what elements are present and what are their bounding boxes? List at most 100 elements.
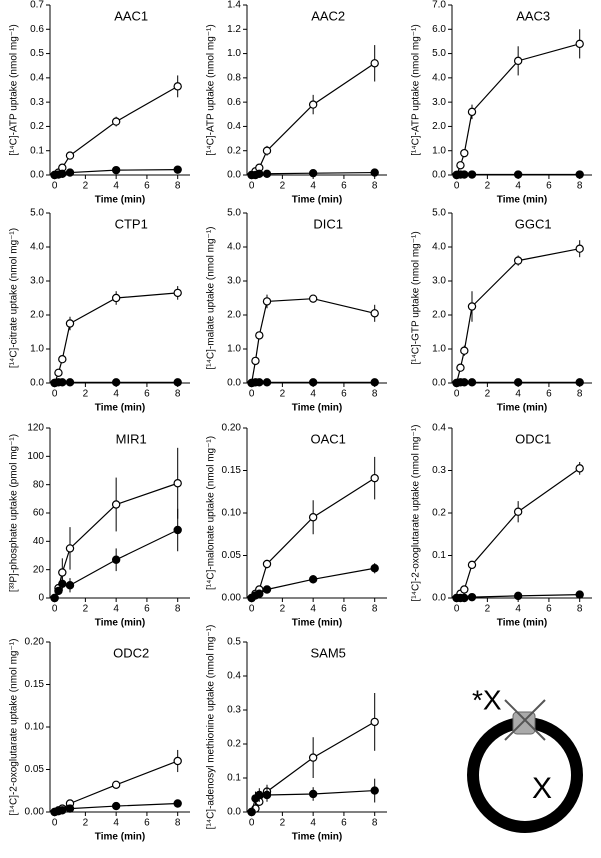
x-tick-label: 6	[341, 389, 347, 400]
y-tick-label: 2.0	[432, 121, 446, 132]
x-axis-label: Time (min)	[95, 832, 145, 843]
data-point	[66, 169, 73, 176]
data-point	[59, 580, 66, 587]
y-tick-label: 0.05	[222, 550, 242, 561]
y-tick-label: 0.1	[30, 145, 44, 156]
y-tick-label: 3.0	[30, 276, 44, 287]
x-tick-label: 6	[546, 604, 552, 615]
y-tick-label: 0.3	[30, 97, 44, 108]
y-tick-label: 0.15	[25, 679, 45, 690]
x-tick-label: 6	[546, 181, 552, 192]
x-tick-label: 2	[280, 181, 286, 192]
data-point	[263, 170, 270, 177]
data-point	[457, 364, 464, 371]
y-tick-label: 40	[33, 536, 45, 547]
data-point	[113, 501, 120, 508]
x-tick-label: 2	[280, 389, 286, 400]
panel-title: OAC1	[310, 431, 345, 446]
x-axis-label: Time (min)	[497, 403, 547, 414]
x-tick-label: 4	[515, 604, 521, 615]
data-point	[515, 57, 522, 64]
data-point	[263, 560, 270, 567]
data-point	[263, 379, 270, 386]
data-point	[55, 369, 62, 376]
data-point	[371, 169, 378, 176]
data-point	[263, 586, 270, 593]
data-point	[174, 480, 181, 487]
y-tick-label: 3.0	[227, 276, 241, 287]
data-point	[66, 152, 73, 159]
y-tick-label: 0.5	[227, 637, 241, 648]
y-axis-label: [¹⁴C]-GTP uptake (nmol mg⁻¹)	[411, 231, 422, 364]
x-tick-label: 0	[249, 181, 255, 192]
x-tick-label: 8	[577, 604, 583, 615]
x-tick-label: 8	[175, 818, 181, 829]
data-point	[468, 171, 475, 178]
y-tick-label: 5.0	[30, 208, 44, 219]
y-axis-label: [¹⁴C]-citrate uptake (nmol mg⁻¹)	[9, 228, 20, 368]
y-tick-label: 0.20	[222, 423, 242, 434]
data-point	[113, 802, 120, 809]
data-point	[576, 40, 583, 47]
y-tick-label: 0.00	[25, 807, 45, 818]
series-line	[252, 299, 375, 383]
data-point	[66, 582, 73, 589]
data-point	[310, 790, 317, 797]
x-tick-label: 0	[52, 818, 58, 829]
x-tick-label: 2	[485, 604, 491, 615]
x-tick-label: 2	[83, 604, 89, 615]
data-point	[59, 807, 66, 814]
data-point	[461, 347, 468, 354]
data-point	[174, 526, 181, 533]
series-line	[55, 86, 178, 175]
x-tick-label: 6	[144, 818, 150, 829]
data-point	[461, 150, 468, 157]
x-tick-label: 0	[454, 389, 460, 400]
panel-title: ODC2	[113, 645, 149, 660]
y-tick-label: 0.0	[432, 593, 446, 604]
y-tick-label: 0.1	[227, 773, 241, 784]
panel-title: AAC3	[516, 8, 550, 23]
y-axis-label: [¹⁴C]-2-oxoglutarate uptake (nmol mg⁻¹)	[9, 639, 20, 816]
data-point	[113, 556, 120, 563]
x-tick-label: 4	[113, 181, 119, 192]
data-point	[468, 303, 475, 310]
x-tick-label: 0	[52, 181, 58, 192]
y-tick-label: 2.0	[432, 310, 446, 321]
x-axis-label: Time (min)	[95, 403, 145, 414]
y-axis-label: [¹⁴C]-ATP uptake (nmol mg⁻¹)	[206, 24, 217, 155]
panel-title: DIC1	[313, 216, 343, 231]
x-tick-label: 6	[144, 181, 150, 192]
y-tick-label: 0.4	[227, 671, 241, 682]
data-point	[371, 787, 378, 794]
x-axis-label: Time (min)	[95, 195, 145, 206]
data-point	[263, 791, 270, 798]
y-tick-label: 0.4	[432, 423, 446, 434]
y-tick-label: 0.4	[227, 121, 241, 132]
y-tick-label: 0.2	[227, 145, 241, 156]
data-point	[66, 320, 73, 327]
data-point	[310, 101, 317, 108]
y-tick-label: 0.0	[227, 378, 241, 389]
x-tick-label: 0	[249, 604, 255, 615]
data-point	[174, 379, 181, 386]
x-tick-label: 4	[515, 389, 521, 400]
data-point	[515, 379, 522, 386]
data-point	[468, 594, 475, 601]
panel-title: AAC1	[114, 8, 148, 23]
x-tick-label: 4	[310, 389, 316, 400]
x-tick-label: 0	[249, 389, 255, 400]
data-point	[468, 379, 475, 386]
data-point	[174, 800, 181, 807]
y-axis-label: [¹⁴C]-ATP uptake (nmol mg⁻¹)	[411, 24, 422, 155]
data-point	[66, 805, 73, 812]
y-axis-label: [¹⁴C]-2-oxoglutarate uptake (nmol mg⁻¹)	[411, 425, 422, 602]
x-axis-label: Time (min)	[95, 618, 145, 629]
y-tick-label: 4.0	[432, 72, 446, 83]
data-point	[310, 514, 317, 521]
y-axis-label: [¹⁴C]-malonate uptake (nmol mg⁻¹)	[206, 436, 217, 590]
data-point	[310, 754, 317, 761]
outside-label: *X	[472, 684, 502, 715]
series-line	[252, 63, 375, 175]
